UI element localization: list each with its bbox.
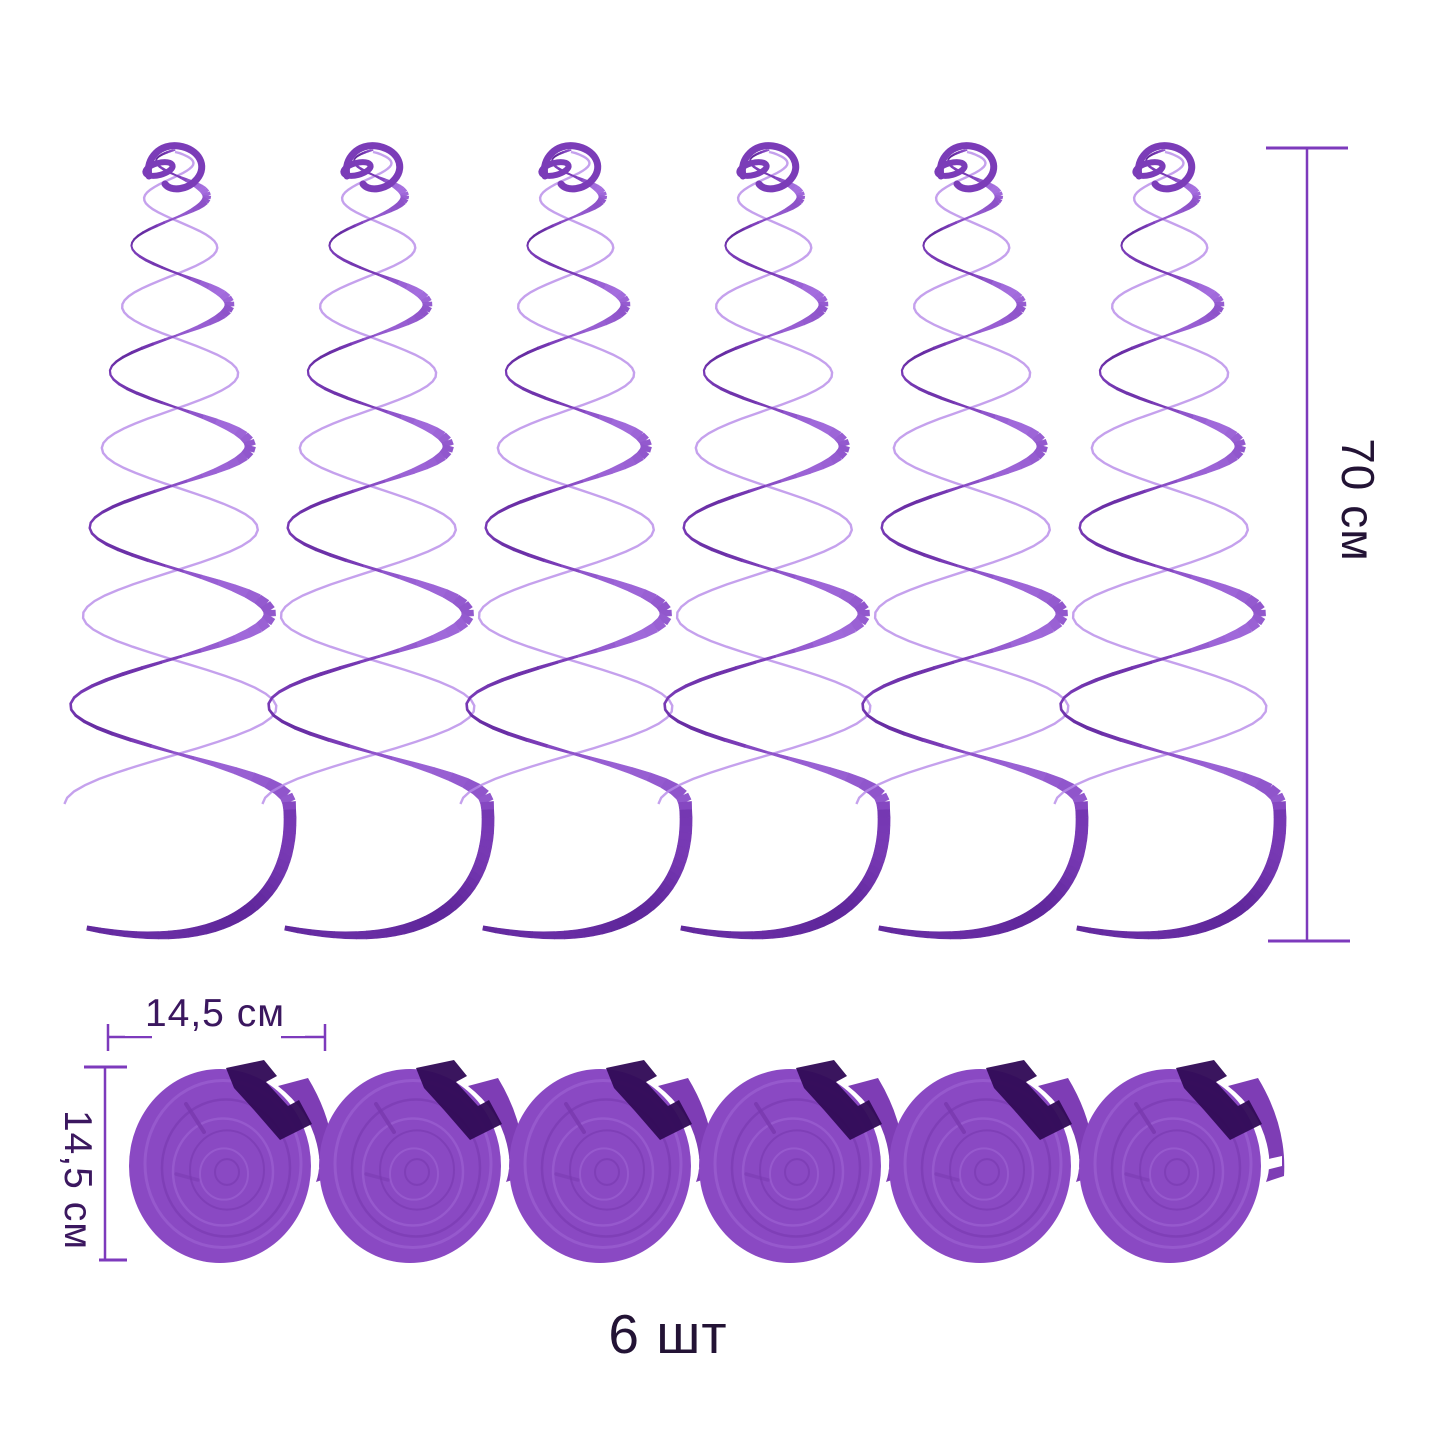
coiled-swirl-disc	[129, 1060, 335, 1263]
swirl-hook	[342, 142, 404, 193]
swirl-decoration	[459, 142, 693, 940]
swirl-hook	[1134, 142, 1196, 193]
swirl-hook-loop	[736, 159, 770, 179]
swirl-decoration	[1053, 142, 1287, 940]
swirl-hook-loop	[142, 159, 176, 179]
swirl-back-strand	[1053, 150, 1268, 805]
coil-hanging-tab	[606, 1060, 692, 1140]
swirl-back-strand	[63, 150, 278, 805]
coil-diameter-dimension-label: 14,5 см	[55, 1090, 99, 1270]
coil-hanging-tab	[226, 1060, 312, 1140]
height-dimension-line	[1266, 146, 1350, 943]
quantity-label: 6 шт	[608, 1303, 728, 1365]
swirl-decoration	[63, 142, 297, 940]
swirl-hook	[738, 142, 800, 193]
swirl-hook-loop	[1132, 159, 1166, 179]
swirl-hook	[936, 142, 998, 193]
swirl-back-strand	[657, 150, 872, 805]
coiled-swirl-disc	[319, 1060, 525, 1263]
coil-hanging-tab	[416, 1060, 502, 1140]
swirl-back-strand	[459, 150, 674, 805]
coil-hanging-tab	[1176, 1060, 1262, 1140]
swirl-back-strand	[855, 150, 1070, 805]
swirl-hook-loop	[340, 159, 374, 179]
coil-hanging-tab	[796, 1060, 882, 1140]
swirl-back-strand	[261, 150, 476, 805]
swirl-decoration	[261, 142, 495, 940]
coiled-swirl-disc	[889, 1060, 1095, 1263]
coil-width-dimension-line	[106, 1024, 327, 1051]
height-dimension-label: 70 см	[1332, 438, 1384, 562]
swirl-hook-loop	[934, 159, 968, 179]
swirl-decoration	[855, 142, 1089, 940]
coil-hanging-tab	[986, 1060, 1072, 1140]
coil-width-dimension-label: 14,5 см	[125, 992, 305, 1036]
swirl-decoration	[657, 142, 891, 940]
swirl-hook	[144, 142, 206, 193]
coiled-swirl-disc	[699, 1060, 905, 1263]
coil-end-flap	[1228, 1078, 1285, 1182]
coiled-swirl-disc	[509, 1060, 715, 1263]
coiled-swirl-disc	[1079, 1060, 1285, 1263]
swirl-hook	[540, 142, 602, 193]
swirl-hook-loop	[538, 159, 572, 179]
